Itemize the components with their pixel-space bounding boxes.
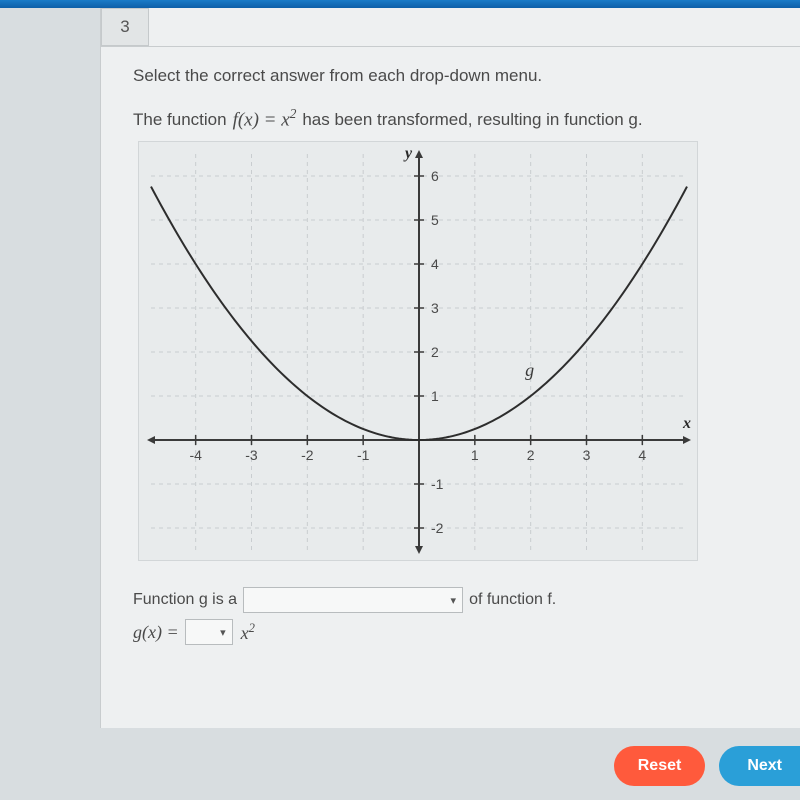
answer-line-1: Function g is a ▾ of function f. xyxy=(133,587,770,613)
answer1-prefix: Function g is a xyxy=(133,591,237,609)
svg-text:6: 6 xyxy=(431,168,439,184)
graph-svg: -4 -3 -2 -1 1 2 3 4 -2 -1 1 2 3 4 5 6 y x g xyxy=(139,142,699,562)
gx-equals: g(x) = xyxy=(133,622,179,643)
svg-text:-1: -1 xyxy=(357,447,370,463)
svg-text:1: 1 xyxy=(431,388,439,404)
exponent-2: 2 xyxy=(290,106,297,121)
svg-text:g: g xyxy=(525,361,534,381)
graph-panel: -4 -3 -2 -1 1 2 3 4 -2 -1 1 2 3 4 5 6 y x g xyxy=(138,141,698,561)
svg-text:1: 1 xyxy=(471,447,479,463)
question-content: Select the correct answer from each drop… xyxy=(101,8,800,655)
svg-text:5: 5 xyxy=(431,212,439,228)
exponent-2: 2 xyxy=(249,621,255,635)
svg-text:3: 3 xyxy=(431,300,439,316)
answer-area: Function g is a ▾ of function f. g(x) = … xyxy=(133,587,770,645)
top-bar xyxy=(0,0,800,8)
svg-text:4: 4 xyxy=(638,447,646,463)
instruction-text: Select the correct answer from each drop… xyxy=(133,66,770,86)
reset-button[interactable]: Reset xyxy=(614,746,706,786)
chevron-down-icon: ▾ xyxy=(218,626,228,639)
button-bar: Reset Next xyxy=(614,746,800,786)
svg-text:4: 4 xyxy=(431,256,439,272)
svg-text:3: 3 xyxy=(583,447,591,463)
chevron-down-icon: ▾ xyxy=(449,594,459,607)
x-var: x xyxy=(241,623,249,643)
svg-text:2: 2 xyxy=(527,447,535,463)
question-card: 3 Select the correct answer from each dr… xyxy=(100,8,800,728)
svg-text:y: y xyxy=(403,145,413,162)
x-squared-label: x2 xyxy=(241,621,255,644)
svg-text:-3: -3 xyxy=(245,447,258,463)
function-description: The function f(x) = x2 has been transfor… xyxy=(133,106,770,131)
header-divider xyxy=(101,46,800,47)
transformation-type-dropdown[interactable]: ▾ xyxy=(243,587,463,613)
function-expression: f(x) = x2 xyxy=(233,106,297,131)
svg-text:-2: -2 xyxy=(431,520,444,536)
next-button[interactable]: Next xyxy=(719,746,800,786)
coefficient-dropdown[interactable]: ▾ xyxy=(185,619,233,645)
function-suffix: has been transformed, resulting in funct… xyxy=(302,110,642,130)
svg-text:x: x xyxy=(682,415,691,432)
svg-text:2: 2 xyxy=(431,344,439,360)
answer1-suffix: of function f. xyxy=(469,591,556,609)
question-number-badge: 3 xyxy=(101,8,149,46)
svg-text:-1: -1 xyxy=(431,476,444,492)
svg-text:-4: -4 xyxy=(189,447,202,463)
function-prefix: The function xyxy=(133,110,227,130)
svg-text:-2: -2 xyxy=(301,447,314,463)
main-container: 3 Select the correct answer from each dr… xyxy=(0,8,800,800)
answer-line-2: g(x) = ▾ x2 xyxy=(133,619,770,645)
fx-equals-x: f(x) = x xyxy=(233,109,290,130)
